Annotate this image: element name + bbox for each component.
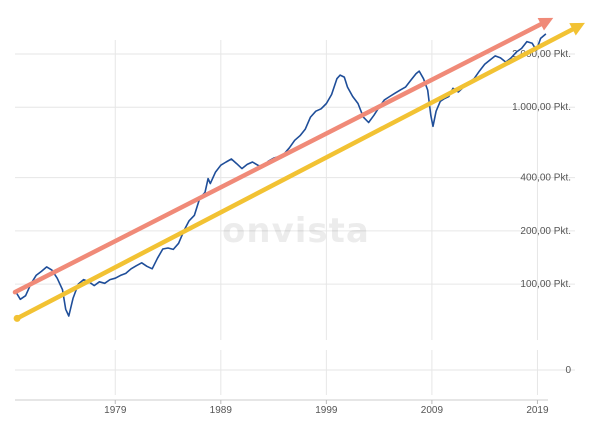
y-tick-label: 2.000,00 Pkt. [512,49,571,60]
x-tick-label: 1979 [104,405,127,416]
onvista-watermark: onvista [222,211,370,251]
x-axis: 1979 1989 1999 2009 2019 [104,400,549,416]
trend-lines [12,17,585,322]
x-tick-label: 1989 [210,405,233,416]
upper-trend-arrow [12,17,554,295]
x-tick-label: 2009 [421,405,444,416]
y-tick-label: 400,00 Pkt. [520,173,571,184]
y-tick-label: 200,00 Pkt. [520,226,571,237]
grid [15,40,575,401]
x-tick-label: 1999 [315,405,338,416]
y-tick-label-zero: 0 [565,365,571,376]
lower-trend-arrow [13,22,585,322]
y-tick-label: 1.000,00 Pkt. [512,102,571,113]
y-tick-label: 100,00 Pkt. [520,279,571,290]
x-tick-label: 2019 [526,405,549,416]
index-series-line [14,33,547,317]
y-axis: 2.000,00 Pkt. 1.000,00 Pkt. 400,00 Pkt. 200… [512,49,571,376]
